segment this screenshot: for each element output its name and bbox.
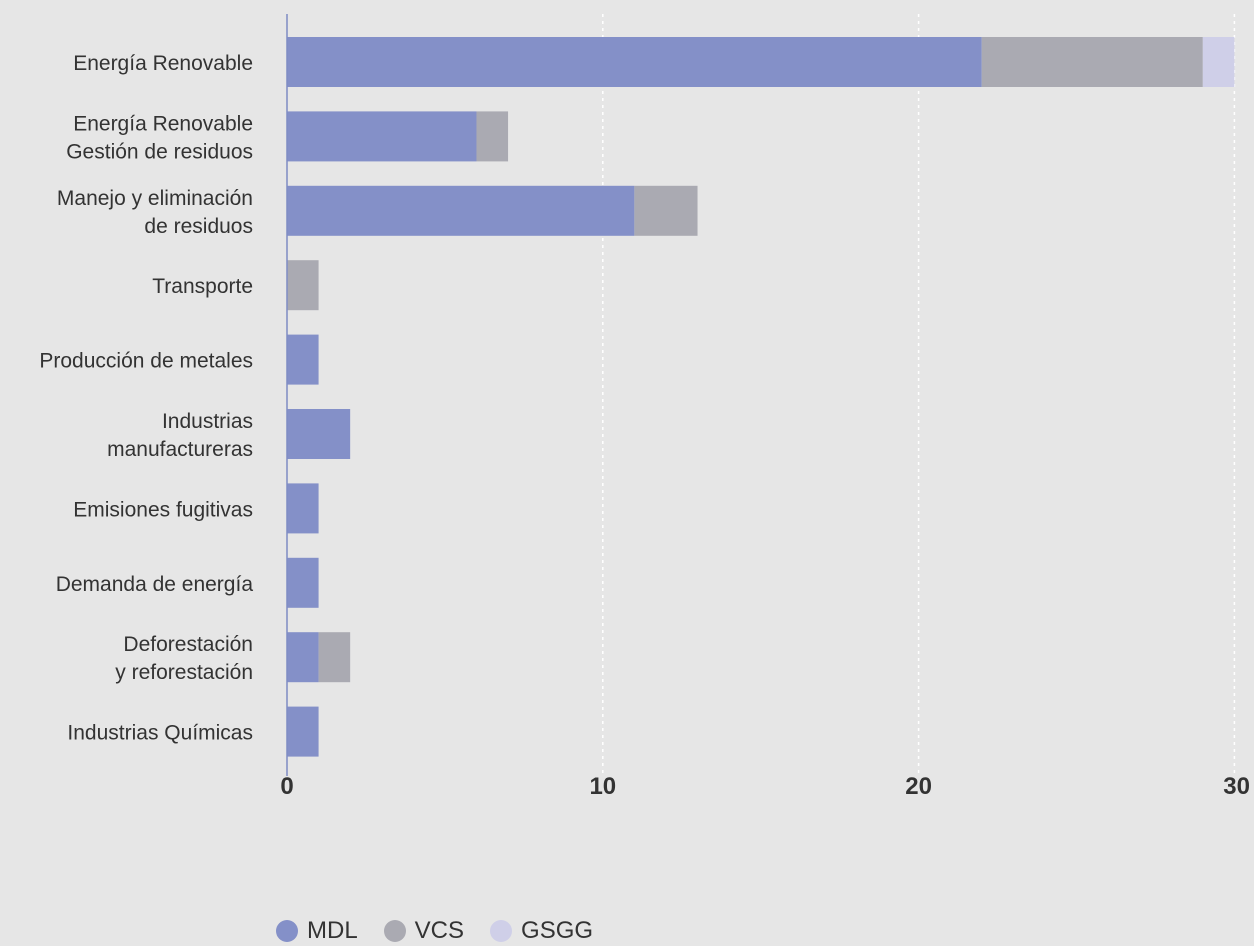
bar-mdl [287,483,319,534]
legend-swatch [276,920,298,942]
category-label: Manejo y eliminación [57,187,253,210]
category-label: Transporte [152,275,253,298]
bar-vcs [634,185,698,236]
legend-swatch [383,920,406,942]
category-label: Energía Renovable [73,112,253,135]
category-label: Deforestación [123,633,253,656]
bar-vcs [318,632,351,683]
bar-mdl [287,632,319,683]
category-label: Gestión de residuos [66,140,253,163]
x-tick-label: 30 [1223,773,1250,800]
bar-vcs [981,37,1203,87]
bar-mdl [287,409,351,459]
category-label: y reforestación [115,661,253,684]
category-label: Producción de metales [39,350,253,373]
legend-label: MDL [307,917,358,944]
category-label: Energía Renovable [73,52,253,75]
bar-mdl [287,706,319,757]
bar-mdl [287,557,319,608]
category-label: Demanda de energía [56,573,254,596]
bar-mdl [287,185,635,236]
bar-mdl [287,334,319,385]
legend-item: GSGG [490,917,593,945]
bar-gsgg [1202,37,1235,87]
legend-item: MDL [276,917,358,945]
bar-vcs [287,260,319,311]
x-tick-label: 10 [589,773,616,800]
legend-label: GSGG [521,917,594,944]
legend-swatch [490,920,513,942]
category-label: manufactureras [107,438,253,461]
x-tick-label: 20 [905,773,932,800]
legend: MDL VCS GSGG [276,917,593,945]
category-label: Emisiones fugitivas [73,498,253,521]
category-label: Industrias Químicas [67,722,253,745]
bar-mdl [287,111,477,162]
legend-item: VCS [383,917,465,945]
x-tick-label: 0 [280,773,293,800]
bar-mdl [287,37,982,87]
category-label: Industrias [162,410,253,433]
bar-vcs [476,111,509,162]
category-label: de residuos [144,215,253,238]
legend-label: VCS [414,917,465,944]
